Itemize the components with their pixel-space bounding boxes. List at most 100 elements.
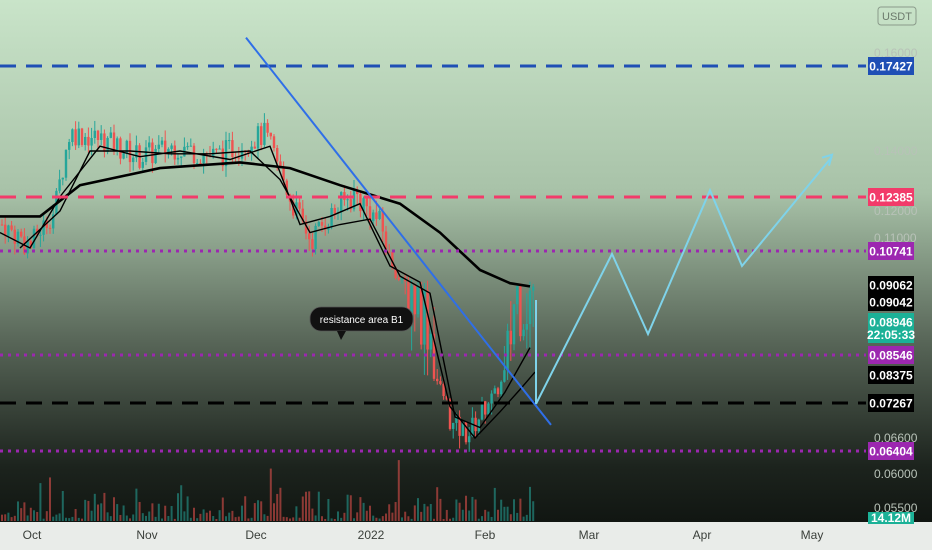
volume-bar xyxy=(212,515,215,521)
volume-bar xyxy=(97,504,99,521)
volume-bar xyxy=(298,517,301,521)
y-tick-1: 0.14000 xyxy=(874,144,918,158)
volume-bar xyxy=(36,511,39,521)
volume-bar xyxy=(87,500,90,521)
candle xyxy=(426,280,429,376)
candle xyxy=(93,120,96,144)
resistance-annotation[interactable]: resistance area B1 xyxy=(309,306,414,340)
descending-trendline[interactable] xyxy=(245,37,552,426)
x-tick-2: Dec xyxy=(245,528,266,542)
volume-bar xyxy=(305,491,307,521)
volume-bar xyxy=(321,516,323,521)
level-label-1: 0.12385 xyxy=(869,191,913,205)
trendline xyxy=(245,37,552,426)
price-badge-label-2: 0.08946 xyxy=(869,316,913,330)
y-tick-0: 0.16000 xyxy=(874,46,918,60)
currency-button[interactable]: USDT xyxy=(877,6,917,26)
candle xyxy=(304,215,308,240)
volume-bar xyxy=(241,505,243,521)
volume-bar xyxy=(449,518,451,521)
volume-bar xyxy=(141,513,144,521)
volume-bar xyxy=(509,514,512,521)
level-label-2: 0.10741 xyxy=(869,245,913,259)
volume-label: 14.12M xyxy=(871,511,911,525)
candle xyxy=(125,139,128,159)
volume-bar xyxy=(29,507,32,521)
volume-bar xyxy=(279,487,282,521)
volume-bar xyxy=(346,494,349,521)
candle xyxy=(218,145,221,150)
volume-bar xyxy=(410,518,413,521)
volume-bar xyxy=(295,506,298,521)
candle xyxy=(436,369,439,385)
volume-bar xyxy=(433,518,435,521)
volume-bar xyxy=(247,518,250,521)
candle xyxy=(519,283,522,342)
candle xyxy=(4,216,7,244)
currency-label: USDT xyxy=(882,11,912,23)
volume-bar xyxy=(337,511,339,521)
volume-bar xyxy=(276,493,279,521)
candle xyxy=(452,422,455,439)
candle xyxy=(20,228,23,238)
volume-bar xyxy=(458,502,461,521)
candle xyxy=(493,385,496,394)
volume-bar xyxy=(145,515,147,521)
volume-bar xyxy=(455,499,458,521)
candle xyxy=(388,244,391,254)
volume-bar xyxy=(218,510,221,521)
volume-bar xyxy=(20,508,23,521)
price-badge-3: 0.08375 xyxy=(868,366,914,384)
candle xyxy=(266,119,269,137)
candle xyxy=(186,142,189,150)
volume-bar xyxy=(353,518,355,521)
price-badge-label-0: 0.09062 xyxy=(869,279,913,293)
candle xyxy=(471,407,474,438)
level-badge-1: 0.12385 xyxy=(868,188,914,206)
volume-bar xyxy=(173,518,176,521)
candle xyxy=(516,284,519,315)
x-tick-4: Feb xyxy=(475,528,496,542)
volume-bar xyxy=(266,515,269,521)
volume-bar xyxy=(225,516,227,521)
candle xyxy=(496,386,500,398)
candle xyxy=(196,158,199,165)
y-tick-4: 0.06600 xyxy=(874,431,918,445)
candle xyxy=(202,148,205,174)
candle xyxy=(314,223,317,255)
volume-bar xyxy=(167,516,170,521)
x-tick-0: Oct xyxy=(23,528,42,542)
volume-bar xyxy=(493,487,496,521)
volume-bar xyxy=(359,497,362,521)
volume-bar xyxy=(273,503,275,521)
volume-bar xyxy=(109,516,112,521)
projection-arrowhead xyxy=(821,153,834,166)
volume-bar xyxy=(349,495,352,521)
y-tick-2: 0.12000 xyxy=(874,204,918,218)
volume-bar xyxy=(199,513,202,521)
volume-bar xyxy=(429,504,432,521)
price-badges: 0.17427 0.12385 0.10741 0.08546 0.07267 0.064… xyxy=(867,57,915,525)
candle xyxy=(228,132,231,150)
price-badge-label-3: 0.08375 xyxy=(869,369,913,383)
candle xyxy=(96,129,100,151)
volume-bar xyxy=(33,510,35,521)
candle xyxy=(362,196,365,220)
volume-bar xyxy=(148,511,151,521)
candle xyxy=(269,132,272,140)
candle xyxy=(141,157,144,172)
candle xyxy=(532,284,535,327)
volume-bar xyxy=(397,460,400,521)
candle xyxy=(199,159,202,165)
candle xyxy=(285,178,288,197)
candle xyxy=(317,220,320,227)
projection-line[interactable] xyxy=(535,156,833,405)
candle xyxy=(279,154,282,167)
candle xyxy=(512,303,516,351)
volume-bar xyxy=(260,501,263,521)
volume-bar xyxy=(500,499,503,521)
candle xyxy=(16,229,20,247)
ma-line-0 xyxy=(0,161,531,288)
